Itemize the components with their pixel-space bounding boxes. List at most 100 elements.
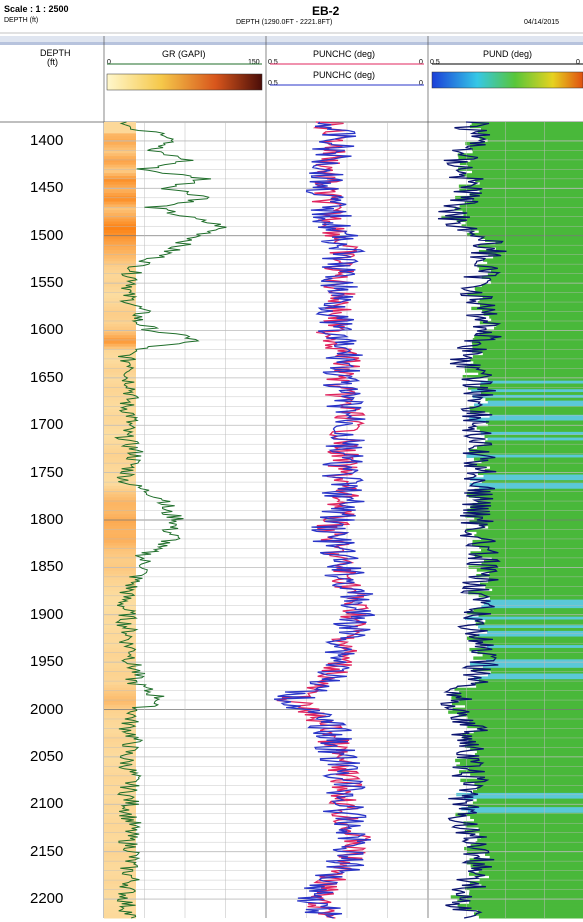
pund-fill-strip <box>474 517 583 521</box>
gr-shade-strip <box>104 443 136 447</box>
gr-shade-strip <box>104 426 136 430</box>
gr-shade-strip <box>104 158 136 163</box>
gr-shade-strip <box>104 468 136 473</box>
pund-fill-strip <box>473 866 583 871</box>
pund-fill-strip <box>482 329 583 333</box>
pund-fill-strip <box>477 784 583 788</box>
pund-fill-strip <box>475 289 583 294</box>
pund-fill-strip <box>479 136 583 140</box>
pund-fill-strip <box>480 582 583 586</box>
gr-shade-strip <box>104 201 136 205</box>
gr-shade-strip <box>104 545 136 549</box>
pund-fill-strip <box>483 258 583 262</box>
gr-shade-strip <box>104 332 136 336</box>
pund-fill-strip <box>470 844 583 848</box>
gr-shade-strip <box>104 241 136 245</box>
pund-fill-strip <box>481 562 583 566</box>
pund-fill-strip <box>480 642 583 646</box>
gr-shade-strip <box>104 360 136 365</box>
gr-shade-strip <box>104 312 136 316</box>
gr-shade-strip <box>104 514 136 518</box>
pund-fill-strip <box>467 491 583 495</box>
pund-fill-strip <box>478 869 583 874</box>
pund-fill-strip <box>496 323 583 328</box>
pund-fill-strip <box>466 176 583 180</box>
pund-fill-strip <box>488 252 583 257</box>
gr-shade-strip <box>104 372 136 376</box>
gr-shade-strip <box>104 212 136 217</box>
depth-tick-label: 2000 <box>30 700 64 718</box>
pund-fill-strip <box>476 787 583 791</box>
pund-fill-strip <box>475 622 583 626</box>
pund-fill-strip <box>455 812 583 817</box>
gr-shade-strip <box>104 525 136 530</box>
gr-shade-strip <box>104 329 136 333</box>
pund-fill-strip <box>485 238 583 242</box>
gr-shade-strip <box>104 161 136 166</box>
pund-fill-strip <box>472 349 583 353</box>
pund-fill-strip <box>477 909 583 913</box>
pund-fill-strip <box>467 610 583 615</box>
gr-shade-strip <box>104 275 136 279</box>
pund-fill-strip <box>448 710 583 714</box>
pund-fill-strip <box>458 156 583 160</box>
gr-shade-strip <box>104 628 136 632</box>
gr-shade-strip <box>104 303 136 308</box>
gr-shade-strip <box>104 903 136 908</box>
pund-fill-strip <box>479 639 583 643</box>
pund-fill-strip <box>451 696 583 700</box>
gr-shade-strip <box>104 167 136 171</box>
gr-shade-strip <box>104 292 136 296</box>
pund-fill-strip <box>479 266 583 271</box>
pund-fill-strip <box>472 170 583 174</box>
pund-fill-strip <box>476 798 583 802</box>
gr-shade-strip <box>104 684 136 689</box>
pund-fill-strip <box>474 554 583 558</box>
gr-shade-strip <box>104 170 136 174</box>
gr-shade-strip <box>104 451 136 456</box>
gr-shade-strip <box>104 340 136 345</box>
gr-shade-strip <box>104 224 136 228</box>
pund-fill-strip <box>495 247 583 251</box>
pund-fill-strip <box>482 352 583 356</box>
pund-fill-strip <box>455 195 583 200</box>
pund-fill-strip <box>479 429 583 433</box>
gr-shade-strip <box>104 363 136 367</box>
gr-shade-strip <box>104 278 136 282</box>
pund-fill-strip <box>463 212 583 217</box>
pund-fill-strip <box>459 761 583 765</box>
gr-shade-strip <box>104 855 136 859</box>
gr-shade-strip <box>104 460 136 464</box>
gr-shade-strip <box>104 147 136 151</box>
pund-fill-strip <box>469 124 583 129</box>
pund-fill-strip <box>469 520 583 524</box>
gr-shade-strip <box>104 664 136 669</box>
pund-fill-strip <box>470 863 583 868</box>
gr-shade-strip <box>104 682 136 686</box>
pund-fill-strip <box>469 448 583 453</box>
gr-shade-strip <box>104 636 136 640</box>
pund-fill-strip <box>476 684 583 689</box>
gr-shade-strip <box>104 130 136 134</box>
gr-shade-strip <box>104 815 136 819</box>
gr-shade-strip <box>104 417 136 421</box>
pund-fill-strip <box>459 161 583 166</box>
gr-shade-strip <box>104 144 136 149</box>
gr-shade-strip <box>104 173 136 177</box>
track-3-max-2: 0 <box>419 80 423 87</box>
gr-shade-strip <box>104 431 136 436</box>
pund-fill-strip <box>456 218 583 222</box>
gr-shade-strip <box>104 764 136 768</box>
pund-fill-strip <box>469 463 583 467</box>
pund-fill-strip <box>479 832 583 837</box>
gr-shade-strip <box>104 838 136 842</box>
pund-fill-strip <box>493 255 583 259</box>
pund-fill-strip <box>479 181 583 186</box>
pund-fill-strip <box>472 539 583 544</box>
pund-fill-strip <box>464 366 583 370</box>
pund-fill-strip <box>457 898 583 902</box>
pund-fill-strip <box>464 369 583 373</box>
gr-shade-strip <box>104 701 136 706</box>
pund-fill-strip <box>476 511 583 515</box>
gr-shade-strip <box>104 537 136 541</box>
